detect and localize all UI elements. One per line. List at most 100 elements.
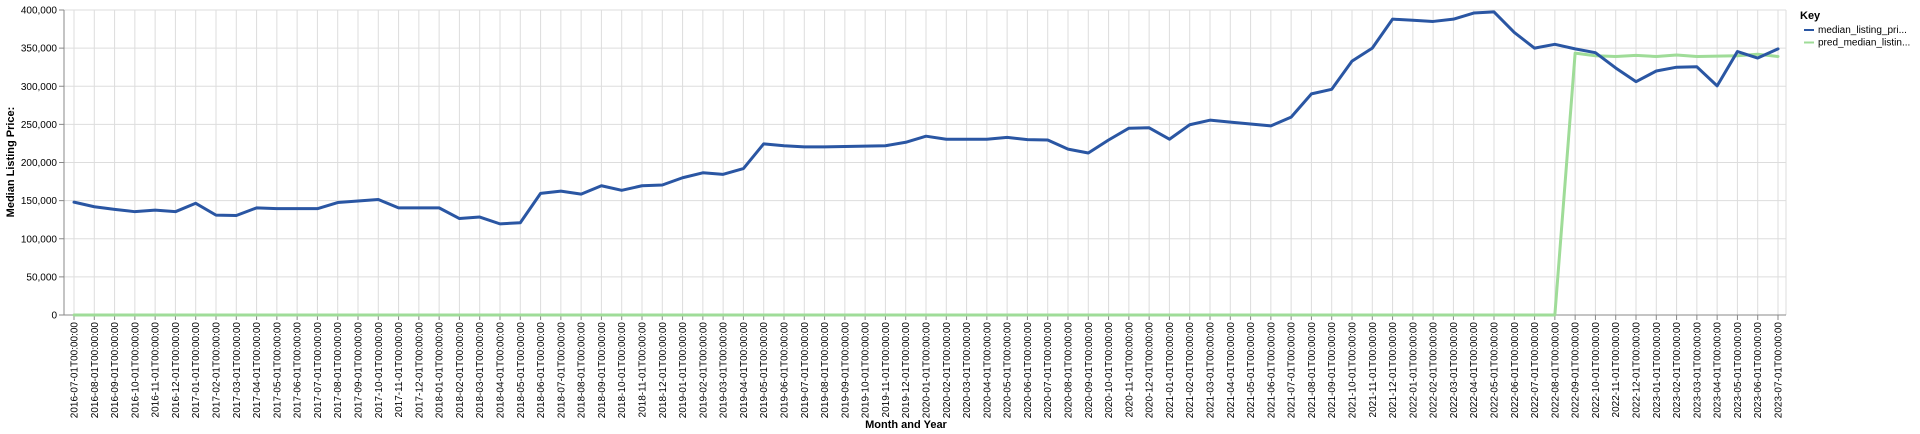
x-tick-label: 2018-09-01T00:00:00 [597, 322, 608, 419]
x-tick-label: 2022-09-01T00:00:00 [1571, 322, 1582, 419]
x-tick-label: 2019-12-01T00:00:00 [901, 322, 912, 419]
x-tick-label: 2018-11-01T00:00:00 [638, 322, 649, 418]
x-tick-label: 2018-12-01T00:00:00 [658, 322, 669, 419]
x-tick-label: 2017-10-01T00:00:00 [374, 322, 385, 419]
x-tick-label: 2022-07-01T00:00:00 [1530, 322, 1541, 419]
x-tick-label: 2020-08-01T00:00:00 [1064, 322, 1075, 419]
x-tick-label: 2022-05-01T00:00:00 [1490, 322, 1501, 419]
x-tick-label: 2017-06-01T00:00:00 [293, 322, 304, 419]
legend-label: median_listing_pri... [1818, 25, 1907, 36]
gridlines [64, 9, 1787, 316]
x-tick-label: 2022-04-01T00:00:00 [1469, 322, 1480, 419]
x-tick-label: 2023-03-01T00:00:00 [1692, 322, 1703, 419]
x-tick-label: 2022-06-01T00:00:00 [1510, 322, 1521, 419]
x-tick-label: 2021-06-01T00:00:00 [1266, 322, 1277, 419]
x-tick-label: 2023-07-01T00:00:00 [1774, 322, 1785, 419]
y-tick-label: 400,000 [21, 6, 58, 17]
series-lines [72, 10, 1780, 317]
x-tick-label: 2016-11-01T00:00:00 [151, 322, 162, 418]
x-tick-label: 2023-01-01T00:00:00 [1652, 322, 1663, 419]
x-tick-label: 2021-09-01T00:00:00 [1327, 322, 1338, 419]
x-tick-label: 2018-06-01T00:00:00 [536, 322, 547, 419]
x-tick-label: 2020-07-01T00:00:00 [1043, 322, 1054, 419]
x-tick-label: 2018-01-01T00:00:00 [435, 322, 446, 419]
x-tick-label: 2022-11-01T00:00:00 [1611, 322, 1622, 418]
y-tick-label: 100,000 [21, 234, 58, 245]
x-tick-label: 2019-11-01T00:00:00 [881, 322, 892, 418]
y-tick-label: 250,000 [21, 120, 58, 131]
x-tick-label: 2020-06-01T00:00:00 [1023, 322, 1034, 419]
x-tick-label: 2018-10-01T00:00:00 [617, 322, 628, 419]
x-tick-label: 2021-03-01T00:00:00 [1206, 322, 1217, 419]
series-line-median-listing-price [72, 10, 1780, 226]
series-line-pred-median-listing-price [72, 51, 1780, 317]
x-tick-label: 2021-11-01T00:00:00 [1368, 322, 1379, 418]
x-tick-label: 2021-04-01T00:00:00 [1226, 322, 1237, 419]
x-tick-label: 2021-01-01T00:00:00 [1165, 322, 1176, 419]
x-tick-label: 2019-03-01T00:00:00 [719, 322, 730, 419]
x-tick-label: 2016-09-01T00:00:00 [110, 322, 121, 419]
x-tick-label: 2022-10-01T00:00:00 [1591, 322, 1602, 419]
x-tick-label: 2017-02-01T00:00:00 [212, 322, 223, 419]
x-tick-label: 2022-12-01T00:00:00 [1632, 322, 1643, 419]
x-tick-label: 2016-07-01T00:00:00 [70, 322, 81, 419]
x-tick-label: 2019-07-01T00:00:00 [800, 322, 811, 419]
x-tick-label: 2022-08-01T00:00:00 [1550, 322, 1561, 419]
x-tick-label: 2017-09-01T00:00:00 [354, 322, 365, 419]
x-tick-label: 2022-02-01T00:00:00 [1429, 322, 1440, 419]
x-tick-label: 2020-01-01T00:00:00 [922, 322, 933, 419]
x-axis-title: Month and Year [865, 419, 947, 431]
x-tick-label: 2018-08-01T00:00:00 [577, 322, 588, 419]
x-tick-label: 2016-10-01T00:00:00 [130, 322, 141, 419]
x-tick-label: 2021-10-01T00:00:00 [1348, 322, 1359, 419]
x-tick-label: 2017-11-01T00:00:00 [394, 322, 405, 418]
y-tick-label: 150,000 [21, 196, 58, 207]
y-tick-label: 50,000 [26, 272, 57, 283]
x-tick-label: 2018-07-01T00:00:00 [556, 322, 567, 419]
x-tick-label: 2017-12-01T00:00:00 [414, 322, 425, 419]
axes: 0 50,000 100,000 150,000 200,000 250,000 300,0… [21, 6, 1786, 419]
x-tick-label: 2021-12-01T00:00:00 [1388, 322, 1399, 419]
x-tick-label: 2020-02-01T00:00:00 [942, 322, 953, 419]
x-tick-label: 2017-04-01T00:00:00 [252, 322, 263, 419]
x-tick-label: 2023-06-01T00:00:00 [1753, 322, 1764, 419]
x-tick-label: 2020-12-01T00:00:00 [1145, 322, 1156, 419]
x-tick-label: 2018-02-01T00:00:00 [455, 322, 466, 419]
x-tick-label: 2019-06-01T00:00:00 [780, 322, 791, 419]
x-tick-label: 2019-02-01T00:00:00 [698, 322, 709, 419]
y-axis-title: Median Listing Price: [5, 107, 17, 218]
x-tick-label: 2021-07-01T00:00:00 [1287, 322, 1298, 419]
x-tick-label: 2022-01-01T00:00:00 [1408, 322, 1419, 419]
y-tick-label: 300,000 [21, 82, 58, 93]
x-tick-label: 2019-05-01T00:00:00 [759, 322, 770, 419]
x-tick-label: 2018-03-01T00:00:00 [475, 322, 486, 419]
x-tick-label: 2021-05-01T00:00:00 [1246, 322, 1257, 419]
x-tick-label: 2020-03-01T00:00:00 [962, 322, 973, 419]
x-tick-label: 2018-05-01T00:00:00 [516, 322, 527, 419]
x-tick-label: 2016-08-01T00:00:00 [90, 322, 101, 419]
x-tick-label: 2016-12-01T00:00:00 [171, 322, 182, 419]
x-tick-label: 2023-05-01T00:00:00 [1733, 322, 1744, 419]
x-tick-label: 2017-08-01T00:00:00 [333, 322, 344, 419]
x-tick-label: 2021-08-01T00:00:00 [1307, 322, 1318, 419]
legend: Key median_listing_pri... pred_median_list… [1800, 10, 1910, 49]
x-tick-label: 2019-10-01T00:00:00 [861, 322, 872, 419]
x-tick-label: 2023-02-01T00:00:00 [1672, 322, 1683, 419]
y-tick-label: 200,000 [21, 158, 58, 169]
x-tick-label: 2023-04-01T00:00:00 [1713, 322, 1724, 419]
x-tick-label: 2020-05-01T00:00:00 [1003, 322, 1014, 419]
y-tick-label: 0 [51, 311, 57, 322]
x-tick-label: 2019-08-01T00:00:00 [820, 322, 831, 419]
x-tick-label: 2017-05-01T00:00:00 [272, 322, 283, 419]
x-tick-label: 2020-10-01T00:00:00 [1104, 322, 1115, 419]
x-tick-label: 2020-04-01T00:00:00 [982, 322, 993, 419]
x-tick-label: 2020-11-01T00:00:00 [1124, 322, 1135, 418]
x-tick-label: 2021-02-01T00:00:00 [1185, 322, 1196, 419]
x-tick-label: 2019-09-01T00:00:00 [840, 322, 851, 419]
x-tick-label: 2017-01-01T00:00:00 [191, 322, 202, 419]
x-tick-label: 2018-04-01T00:00:00 [496, 322, 507, 419]
legend-label: pred_median_listin... [1818, 38, 1910, 49]
x-tick-label: 2017-07-01T00:00:00 [313, 322, 324, 419]
x-tick-label: 2022-03-01T00:00:00 [1449, 322, 1460, 419]
